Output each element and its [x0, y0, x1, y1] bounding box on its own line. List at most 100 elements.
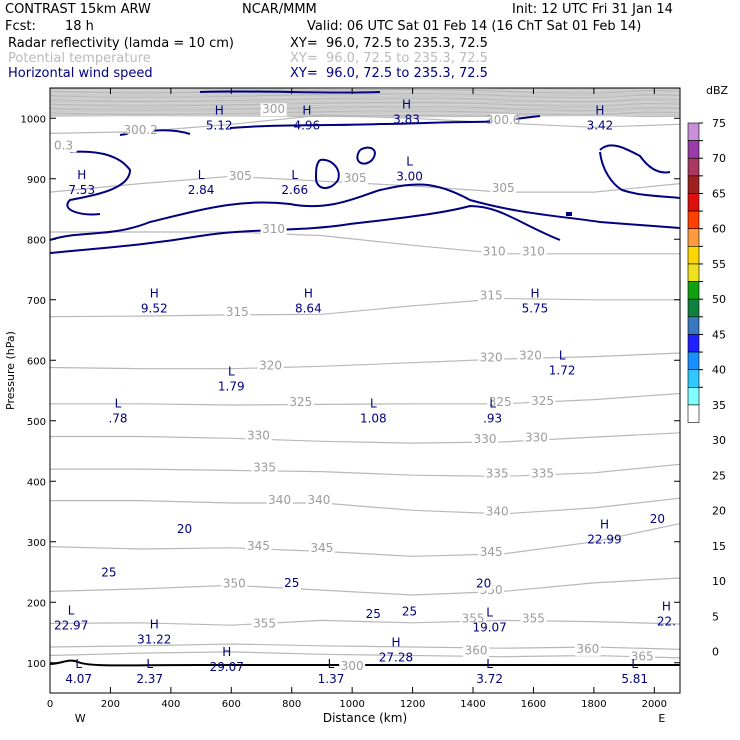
colorbar-level-label: 20: [712, 505, 726, 518]
extremum-value: 3.72: [476, 672, 503, 686]
theta-label: 325: [531, 394, 554, 408]
extremum-value: 5.81: [621, 672, 648, 686]
theta-label: 330: [474, 432, 497, 446]
theta-label: 345: [480, 545, 503, 559]
theta-label-bg: [517, 349, 544, 363]
colorbar-swatch: [687, 316, 700, 335]
theta-label-bg: [520, 245, 547, 259]
y-tick-label: 100: [27, 659, 46, 670]
colorbar-swatch: [687, 263, 700, 282]
theta-label: 0.3: [54, 139, 73, 153]
x-tick-label: 600: [222, 699, 241, 710]
colorbar-swatch: [687, 140, 700, 159]
extremum-value: 4.07: [65, 672, 92, 686]
y-axis-label: Pressure (hPa): [4, 331, 17, 410]
colorbar-swatch: [687, 298, 700, 318]
theta-label: 335: [253, 460, 276, 474]
wind-label-bg: [99, 566, 118, 580]
theta-isentrope: [49, 577, 681, 596]
theta-label-bg: [490, 181, 517, 195]
theta-isentrope: [49, 93, 681, 96]
colorbar-level-label: 45: [712, 328, 726, 341]
theta-label: 310: [262, 222, 285, 236]
x-tick-label: 800: [282, 699, 301, 710]
theta-isentrope: [49, 99, 681, 102]
extremum-marker: H: [222, 645, 231, 659]
theta-isentrope: [49, 619, 681, 626]
theta-label: 310: [483, 244, 506, 258]
colorbar-swatch: [687, 175, 700, 194]
extremum-value: 3.42: [587, 118, 614, 132]
theta-label-bg: [127, 123, 154, 137]
field-xy-theta: XY= 96.0, 72.5 to 235.3, 72.5: [290, 51, 488, 66]
theta-isentrope: [49, 94, 681, 97]
theta-isentrope: [49, 109, 681, 113]
init-time: Init: 12 UTC Fri 31 Jan 14: [512, 2, 673, 17]
x-tick-label: 1400: [460, 699, 485, 710]
theta-label: 355: [253, 616, 276, 630]
extremum-marker: L: [559, 348, 566, 362]
fcst-value: 18 h: [65, 19, 94, 34]
extremum-marker: L: [631, 657, 638, 671]
colorbar-level-label: 5: [712, 610, 719, 623]
extremum-marker: L: [489, 397, 496, 411]
wind-contour: [356, 146, 376, 165]
extremum-marker: L: [406, 155, 413, 169]
theta-label-bg: [487, 396, 514, 410]
x-end-label-west: W: [75, 712, 86, 725]
field-xy-reflectivity: XY= 96.0, 72.5 to 235.3, 72.5: [290, 36, 488, 51]
field-name-reflectivity: Radar reflectivity (lamda = 10 cm): [8, 36, 234, 51]
theta-isentrope: [49, 91, 681, 94]
y-tick-label: 1000: [21, 114, 46, 125]
theta-label: 300.2: [123, 123, 157, 137]
y-tick-label: 800: [27, 235, 46, 246]
theta-isentrope: [50, 392, 681, 406]
extremum-marker: H: [150, 618, 159, 632]
x-tick-label: 2000: [642, 699, 667, 710]
extremum-value: 22.97: [54, 619, 88, 633]
x-tick-label: 400: [161, 699, 180, 710]
y-tick-label: 500: [27, 417, 46, 428]
theta-isentrope: [49, 107, 681, 110]
theta-isentrope: [50, 432, 681, 444]
colorbar-level-label: 55: [712, 258, 726, 271]
extremum-marker: H: [595, 103, 604, 117]
theta-label-bg: [308, 541, 335, 555]
theta-label-bg: [523, 431, 550, 445]
extremum-value: 22.99: [587, 533, 621, 547]
contour-labels: 3003653603603553553553503503453453453403…: [50, 97, 676, 686]
field-name-wind: Horizontal wind speed: [8, 66, 153, 81]
x-tick-label: 1800: [581, 699, 606, 710]
theta-isentrope: [49, 115, 681, 118]
theta-label-bg: [529, 467, 556, 481]
x-tick-label: 200: [101, 699, 120, 710]
extremum-value: 1.72: [549, 363, 576, 377]
theta-isentrope: [49, 102, 681, 105]
theta-label-bg: [490, 114, 517, 128]
extremum-marker: H: [304, 287, 313, 301]
wind-label-bg: [175, 523, 194, 537]
extremum-marker: H: [391, 636, 400, 650]
extremum-marker: H: [402, 97, 411, 111]
extremum-value: .93: [483, 412, 502, 426]
theta-isentrope: [49, 352, 681, 370]
theta-label-bg: [629, 650, 656, 664]
wind-label: 20: [476, 577, 491, 591]
theta-label: 305: [344, 171, 367, 185]
theta-label: 305: [492, 181, 515, 195]
theta-label-bg: [257, 359, 284, 373]
extremum-value: 29.07: [210, 660, 244, 674]
wind-label-bg: [364, 607, 383, 621]
wind-label-bg: [400, 605, 419, 619]
axes: 0 200 400 600 800 1000 1200 1400 1600 1800 2000 W E D…: [4, 88, 680, 725]
extremum-marker: L: [486, 657, 493, 671]
theta-label-bg: [245, 429, 272, 443]
theta-label-bg: [472, 432, 499, 446]
extremum-value: 5.75: [522, 302, 549, 316]
theta-label-bg: [221, 577, 248, 591]
extremum-value: 2.66: [281, 183, 308, 197]
extremum-value: 3.00: [396, 170, 423, 184]
theta-isentrope: [50, 463, 681, 478]
theta-label-bg: [484, 467, 511, 481]
